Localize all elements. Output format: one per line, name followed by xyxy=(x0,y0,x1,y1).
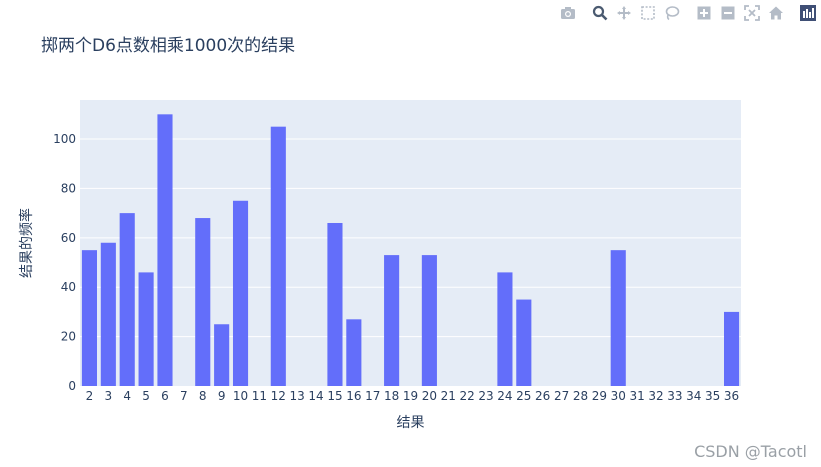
bar-20[interactable] xyxy=(421,255,437,386)
y-tick-label: 100 xyxy=(53,132,76,146)
modebar xyxy=(553,4,817,22)
x-tick-label: 29 xyxy=(592,389,607,403)
x-tick-label: 33 xyxy=(667,389,682,403)
x-tick-label: 23 xyxy=(478,389,493,403)
bar-2[interactable] xyxy=(81,250,97,386)
x-tick-label: 5 xyxy=(142,389,150,403)
y-tick-label: 60 xyxy=(61,231,76,245)
x-tick-label: 15 xyxy=(327,389,342,403)
lasso-icon[interactable] xyxy=(663,4,681,22)
x-tick-label: 7 xyxy=(180,389,188,403)
plotly-logo-icon[interactable] xyxy=(799,4,817,22)
x-tick-label: 26 xyxy=(535,389,550,403)
bar-12[interactable] xyxy=(270,126,286,386)
y-axis-title: 结果的频率 xyxy=(18,208,35,278)
bar-18[interactable] xyxy=(384,255,400,386)
bar-24[interactable] xyxy=(497,272,513,386)
x-tick-label: 27 xyxy=(554,389,569,403)
bar-10[interactable] xyxy=(232,200,249,386)
y-tick-label: 40 xyxy=(61,280,76,294)
x-tick-label: 24 xyxy=(497,389,512,403)
x-tick-label: 4 xyxy=(123,389,131,403)
bar-4[interactable] xyxy=(119,213,135,386)
x-tick-label: 32 xyxy=(648,389,663,403)
plot-area xyxy=(80,100,741,386)
zoom-out-icon[interactable] xyxy=(719,4,737,22)
y-tick-label: 80 xyxy=(61,181,76,195)
bars xyxy=(81,114,740,386)
x-tick-label: 28 xyxy=(573,389,588,403)
home-icon[interactable] xyxy=(767,4,785,22)
bar-5[interactable] xyxy=(138,272,154,386)
x-tick-label: 3 xyxy=(105,389,113,403)
bar-8[interactable] xyxy=(195,218,211,386)
pan-icon[interactable] xyxy=(615,4,633,22)
x-tick-label: 8 xyxy=(199,389,207,403)
autoscale-icon[interactable] xyxy=(743,4,761,22)
x-tick-label: 18 xyxy=(384,389,399,403)
x-tick-label: 35 xyxy=(705,389,720,403)
x-tick-label: 34 xyxy=(686,389,701,403)
bar-25[interactable] xyxy=(516,299,532,386)
x-tick-label: 14 xyxy=(308,389,323,403)
bar-9[interactable] xyxy=(214,324,230,386)
x-tick-label: 19 xyxy=(403,389,418,403)
x-tick-label: 20 xyxy=(422,389,437,403)
bar-36[interactable] xyxy=(724,311,740,386)
chart-title: 掷两个D6点数相乘1000次的结果 xyxy=(41,36,295,56)
camera-icon[interactable] xyxy=(559,4,577,22)
x-tick-label: 2 xyxy=(86,389,94,403)
x-tick-label: 36 xyxy=(724,389,739,403)
y-tick-label: 0 xyxy=(68,379,76,393)
x-tick-label: 21 xyxy=(441,389,456,403)
x-tick-label: 25 xyxy=(516,389,531,403)
bar-3[interactable] xyxy=(100,242,116,386)
x-tick-label: 10 xyxy=(233,389,248,403)
y-axis-ticks: 0 20 40 60 80 100 xyxy=(53,132,76,393)
x-tick-label: 31 xyxy=(629,389,644,403)
x-tick-label: 9 xyxy=(218,389,226,403)
box-select-icon[interactable] xyxy=(639,4,657,22)
bar-15[interactable] xyxy=(327,222,343,386)
gridlines xyxy=(80,138,741,338)
x-tick-label: 13 xyxy=(290,389,305,403)
x-axis-ticks: 2 3 4 5 6 7 8 9 10 11 12 13 14 15 16 17 18 19 20 21 22 23 24 25… xyxy=(86,389,740,403)
y-tick-label: 20 xyxy=(61,330,76,344)
x-axis-title: 结果 xyxy=(397,415,425,431)
x-tick-label: 12 xyxy=(271,389,286,403)
x-tick-label: 11 xyxy=(252,389,267,403)
x-tick-label: 16 xyxy=(346,389,361,403)
x-tick-label: 22 xyxy=(460,389,475,403)
watermark: CSDN @Tacotl xyxy=(694,442,807,461)
x-tick-label: 17 xyxy=(365,389,380,403)
x-tick-label: 6 xyxy=(161,389,169,403)
bar-6[interactable] xyxy=(157,114,173,386)
bar-16[interactable] xyxy=(346,319,362,386)
zoom-in-icon[interactable] xyxy=(695,4,713,22)
bar-30[interactable] xyxy=(610,250,626,386)
zoom-icon[interactable] xyxy=(591,4,609,22)
x-tick-label: 30 xyxy=(611,389,626,403)
